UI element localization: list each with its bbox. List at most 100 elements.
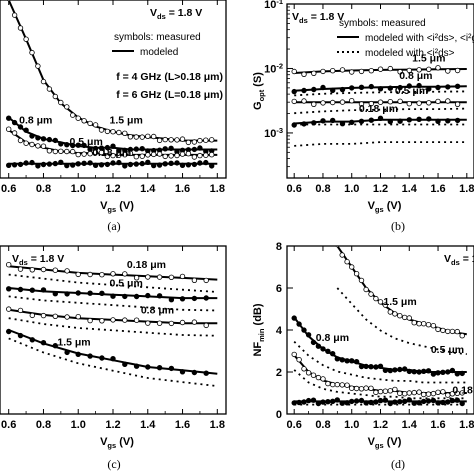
data-point bbox=[23, 127, 29, 133]
data-point bbox=[368, 100, 374, 107]
data-point bbox=[168, 137, 174, 143]
x-tick-label: 1.4 bbox=[140, 183, 156, 195]
data-point bbox=[64, 104, 70, 110]
data-point bbox=[344, 382, 350, 388]
data-point bbox=[392, 367, 398, 373]
data-point bbox=[301, 366, 307, 372]
data-point bbox=[291, 315, 297, 321]
data-point bbox=[397, 118, 403, 124]
y-axis-label: Gopt (S) bbox=[252, 72, 266, 110]
data-point bbox=[81, 151, 87, 157]
data-point bbox=[416, 400, 422, 406]
data-point bbox=[358, 68, 365, 75]
data-point bbox=[122, 317, 128, 323]
data-point bbox=[64, 291, 70, 297]
data-point bbox=[197, 145, 203, 151]
data-point bbox=[40, 266, 47, 273]
data-point bbox=[358, 277, 365, 284]
data-point bbox=[168, 153, 174, 159]
data-point bbox=[435, 84, 441, 91]
data-point bbox=[330, 381, 336, 388]
data-point bbox=[421, 398, 427, 405]
data-point bbox=[445, 392, 451, 398]
data-point bbox=[358, 397, 365, 404]
data-point bbox=[23, 160, 29, 166]
data-point bbox=[11, 130, 18, 136]
data-point bbox=[17, 124, 24, 130]
data-point bbox=[296, 399, 302, 406]
data-point bbox=[349, 69, 355, 75]
series-label: 1.5 μm bbox=[110, 115, 143, 127]
data-point bbox=[301, 71, 307, 77]
data-point bbox=[358, 101, 365, 107]
data-point bbox=[29, 337, 35, 343]
data-point bbox=[174, 137, 180, 143]
data-point bbox=[139, 145, 145, 152]
data-point bbox=[387, 85, 393, 91]
data-point bbox=[75, 142, 81, 148]
data-point bbox=[46, 161, 53, 167]
data-point bbox=[387, 118, 393, 125]
series-dotted-line bbox=[8, 295, 218, 312]
data-point bbox=[320, 84, 326, 91]
annotation: f = 4 GHz (L>0.18 μm) bbox=[116, 71, 223, 83]
data-point bbox=[145, 320, 151, 326]
data-point bbox=[203, 277, 209, 284]
series-label: 1.5 μm bbox=[412, 52, 445, 64]
data-point bbox=[179, 136, 186, 142]
data-point bbox=[363, 286, 369, 293]
data-point bbox=[416, 82, 422, 89]
data-point bbox=[64, 349, 70, 356]
data-point bbox=[454, 328, 460, 335]
data-point bbox=[349, 264, 355, 270]
data-point bbox=[325, 399, 331, 405]
data-point bbox=[122, 151, 128, 158]
data-point bbox=[445, 98, 451, 104]
data-point bbox=[459, 333, 465, 339]
y-tick-label: 8 bbox=[276, 241, 282, 253]
data-point bbox=[127, 150, 134, 157]
data-point bbox=[320, 399, 326, 405]
data-point bbox=[162, 146, 168, 152]
data-point bbox=[29, 133, 35, 139]
x-axis-label: Vgs (V) bbox=[368, 200, 402, 214]
data-point bbox=[5, 115, 12, 121]
data-point bbox=[87, 290, 93, 296]
data-point bbox=[5, 126, 12, 132]
data-point bbox=[339, 400, 345, 406]
series-dotted-line bbox=[8, 317, 218, 337]
data-point bbox=[156, 151, 163, 157]
data-point bbox=[402, 366, 408, 372]
data-point bbox=[87, 317, 93, 324]
data-point bbox=[445, 118, 451, 124]
data-point bbox=[387, 98, 393, 105]
data-point bbox=[168, 297, 175, 303]
x-tick-label: 1.0 bbox=[71, 183, 86, 195]
data-point bbox=[29, 267, 35, 273]
annotation: Vds = 1.8 V bbox=[150, 7, 202, 21]
data-point bbox=[139, 160, 145, 167]
data-point bbox=[402, 398, 408, 404]
series-label: 0.18 μm bbox=[92, 147, 131, 159]
data-point bbox=[145, 133, 151, 139]
data-point bbox=[122, 293, 128, 300]
data-point bbox=[168, 274, 175, 280]
data-point bbox=[377, 66, 384, 72]
data-point bbox=[382, 302, 389, 308]
data-point bbox=[23, 36, 29, 42]
data-point bbox=[52, 313, 58, 319]
data-point bbox=[168, 160, 174, 166]
data-point bbox=[23, 140, 29, 146]
data-point bbox=[87, 150, 93, 157]
data-point bbox=[40, 78, 47, 85]
data-point bbox=[156, 365, 163, 371]
data-point bbox=[387, 65, 393, 72]
y-tick-label: 0 bbox=[276, 409, 282, 421]
data-point bbox=[145, 292, 151, 299]
data-point bbox=[122, 130, 128, 136]
data-point bbox=[87, 271, 93, 278]
x-tick-label: 0.8 bbox=[315, 419, 330, 431]
x-tick-label: 1.8 bbox=[210, 419, 225, 431]
data-point bbox=[397, 399, 403, 405]
x-tick-label: 1.8 bbox=[459, 183, 474, 195]
